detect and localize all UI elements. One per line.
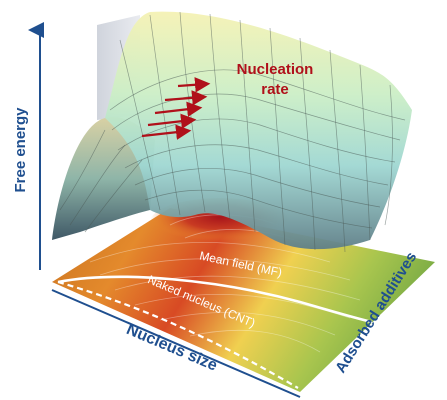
rate-label: rate <box>261 81 289 98</box>
x-axis-line <box>51 289 301 398</box>
surface-mesh <box>59 11 406 253</box>
contour-map <box>52 208 435 392</box>
surface-main <box>105 11 412 250</box>
mean-field-path <box>57 275 373 324</box>
naked-nucleus-path <box>57 280 299 389</box>
rate-arrow <box>147 113 197 129</box>
y-axis-label: Free energy <box>12 107 29 193</box>
rate-arrow <box>154 101 203 117</box>
nucleation-rate-arrows <box>141 77 211 140</box>
rate-arrow <box>164 90 208 106</box>
rate-arrow <box>141 124 192 140</box>
rate-arrow <box>177 77 211 93</box>
surface-left-hump <box>52 117 155 240</box>
nucleation-label: Nucleation <box>237 61 314 78</box>
